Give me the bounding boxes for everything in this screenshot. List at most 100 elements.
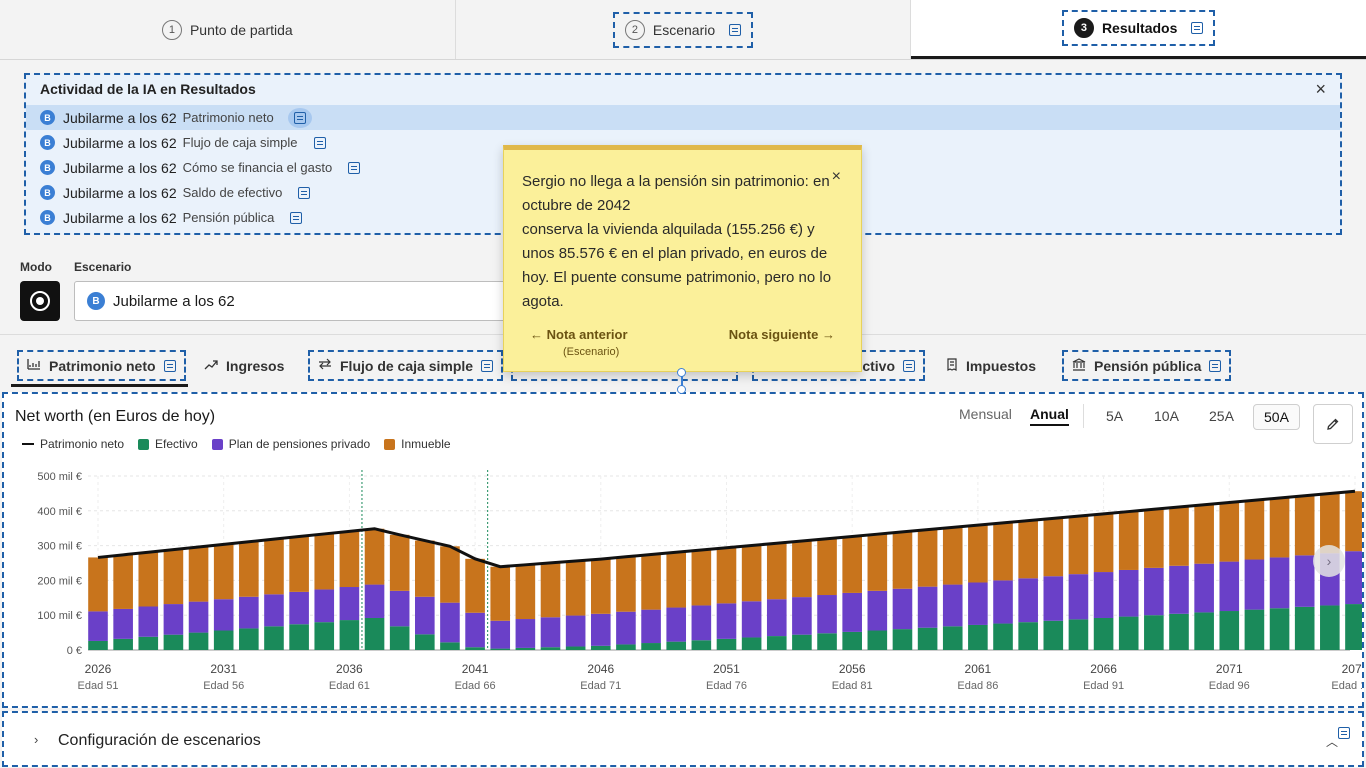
bar-segment <box>314 533 335 590</box>
ai-item-scenario: Jubilarme a los 62 <box>63 209 177 226</box>
step-resultados[interactable]: 3 Resultados <box>911 0 1366 59</box>
bar-segment <box>1219 561 1240 612</box>
bar-segment <box>942 584 963 627</box>
y-tick-label: 300 mil € <box>37 541 82 553</box>
bar-segment <box>138 552 159 607</box>
note-icon[interactable] <box>729 23 742 36</box>
ai-activity-item[interactable]: B Jubilarme a los 62 Saldo de efectivo <box>26 180 1340 205</box>
x-tick-age-label: Edad 96 <box>1209 680 1250 692</box>
tab-ingresos[interactable]: Ingresos <box>196 350 292 381</box>
ai-activity-item[interactable]: B Jubilarme a los 62 Patrimonio neto <box>26 105 1340 130</box>
edit-button[interactable] <box>1313 404 1353 444</box>
x-tick-age-label: Edad 101 <box>1331 680 1362 692</box>
note-icon[interactable] <box>1191 22 1204 34</box>
ai-activity-item[interactable]: B Jubilarme a los 62 Cómo se financia el… <box>26 155 1340 180</box>
bar-segment <box>942 626 963 650</box>
bar-segment <box>1043 576 1064 621</box>
note-icon[interactable] <box>903 359 915 372</box>
bar-segment <box>1018 578 1038 623</box>
range-10a[interactable]: 10A <box>1154 408 1179 424</box>
range-50a[interactable]: 50A <box>1253 404 1300 430</box>
note-icon[interactable] <box>290 211 303 224</box>
bar-segment <box>842 536 862 593</box>
x-tick-label: 2031 <box>210 662 237 676</box>
note-icon[interactable] <box>298 186 311 199</box>
bar-segment <box>1144 615 1164 650</box>
ai-activity-item[interactable]: B Jubilarme a los 62 Flujo de caja simpl… <box>26 130 1340 155</box>
bar-segment <box>239 596 259 629</box>
bar-segment <box>666 607 687 642</box>
tab-pension-publica[interactable]: Pensión pública <box>1062 350 1232 381</box>
note-icon[interactable] <box>481 359 494 372</box>
bar-segment <box>1194 612 1214 650</box>
note-tooltip: Sergio no llega a la pensión sin patrimo… <box>503 145 862 372</box>
bar-segment <box>867 590 888 631</box>
scenario-select[interactable]: B Jubilarme a los 62 <box>74 281 514 321</box>
bar-segment <box>138 606 159 637</box>
bar-segment <box>1244 500 1265 560</box>
note-icon[interactable] <box>1338 727 1350 739</box>
bar-segment <box>339 531 360 588</box>
bar-segment <box>540 617 561 648</box>
bar-segment <box>415 596 435 635</box>
bar-segment <box>188 546 209 602</box>
ai-activity-list: B Jubilarme a los 62 Patrimonio neto B J… <box>26 105 1340 230</box>
bar-segment <box>465 612 485 648</box>
step-number: 1 <box>161 19 182 40</box>
legend-item: Inmueble <box>384 437 451 451</box>
bar-segment <box>1118 616 1139 650</box>
bar-segment <box>716 638 737 650</box>
scenario-badge: B <box>87 292 105 310</box>
bar-segment <box>1320 605 1340 650</box>
bar-segment <box>867 534 888 591</box>
chevron-right-icon[interactable]: › <box>1313 545 1345 577</box>
previous-note-context: (Escenario) <box>563 346 620 358</box>
range-25a[interactable]: 25A <box>1209 408 1234 424</box>
mode-toggle-button[interactable] <box>20 281 60 321</box>
scenario-config-section[interactable]: › Configuración de escenarios ︿ <box>2 711 1364 767</box>
chevron-up-icon[interactable]: ︿ <box>1325 735 1338 749</box>
bar-segment <box>565 615 586 647</box>
bar-segment <box>213 599 234 631</box>
bar-segment <box>691 605 712 641</box>
scenario-badge: B <box>40 210 55 225</box>
mode-label: Modo <box>20 260 52 274</box>
bar-segment <box>1269 557 1290 609</box>
close-icon[interactable]: × <box>831 168 841 185</box>
x-tick-label: 2061 <box>965 662 992 676</box>
bar-segment <box>1169 613 1189 650</box>
bar-segment <box>113 638 133 650</box>
tab-patrimonio-neto[interactable]: Patrimonio neto <box>11 350 188 387</box>
bar-segment <box>339 620 360 650</box>
bar-segment <box>1294 555 1315 607</box>
scenario-badge: B <box>40 135 55 150</box>
bar-segment <box>766 636 787 650</box>
range-5a[interactable]: 5A <box>1106 408 1124 424</box>
bar-segment <box>213 544 234 600</box>
close-icon[interactable]: × <box>1315 79 1326 99</box>
note-icon[interactable] <box>313 136 326 149</box>
x-tick-label: 2076 <box>1342 662 1362 676</box>
note-icon[interactable] <box>348 161 361 174</box>
tab-label: Flujo de caja simple <box>340 357 474 374</box>
granularity-mensual[interactable]: Mensual <box>959 406 1012 422</box>
step-escenario[interactable]: 2 Escenario <box>456 0 912 59</box>
bar-segment <box>1219 611 1240 650</box>
step-punto-de-partida[interactable]: 1 Punto de partida <box>0 0 456 59</box>
note-icon[interactable] <box>1209 359 1222 372</box>
note-text: Sergio no llega a la pensión sin patrimo… <box>522 173 832 310</box>
note-icon[interactable] <box>163 359 176 372</box>
x-tick-age-label: Edad 86 <box>957 680 998 692</box>
bar-segment <box>766 543 787 600</box>
y-tick-label: 0 € <box>67 645 82 657</box>
divider <box>1083 404 1084 428</box>
bar-segment <box>1294 606 1315 650</box>
previous-note-button[interactable]: ← Nota anterior <box>530 327 628 342</box>
tab-impuestos[interactable]: Impuestos <box>938 350 1044 381</box>
ai-activity-item[interactable]: B Jubilarme a los 62 Pensión pública <box>26 205 1340 230</box>
note-icon[interactable] <box>287 107 312 128</box>
x-tick-label: 2051 <box>713 662 740 676</box>
granularity-anual[interactable]: Anual <box>1030 406 1069 426</box>
next-note-button[interactable]: Nota siguiente → <box>728 327 835 342</box>
tab-flujo-de-caja-simple[interactable]: Flujo de caja simple <box>308 350 504 381</box>
